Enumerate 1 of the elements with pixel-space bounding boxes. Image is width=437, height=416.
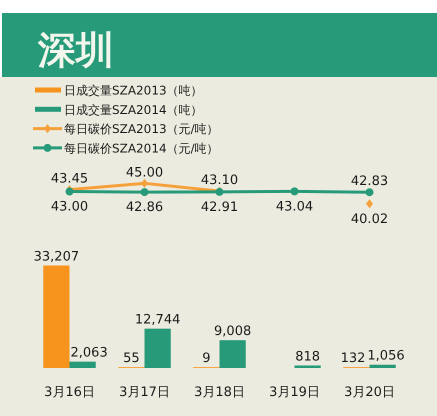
title: 深圳	[38, 28, 114, 72]
